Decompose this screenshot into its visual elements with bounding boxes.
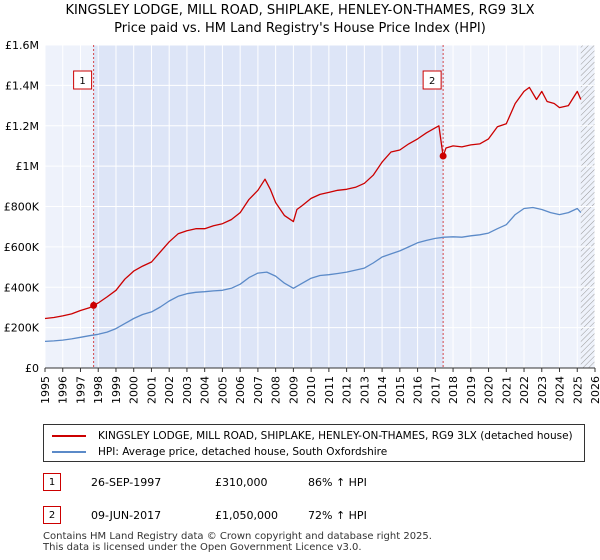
x-tick-label: 1996 [57,376,70,404]
x-tick-label: 1997 [74,376,87,404]
x-tick-label: 2009 [287,376,300,404]
x-tick-label: 2006 [234,376,247,404]
y-tick-label: £0 [25,362,39,375]
x-tick-label: 2002 [163,376,176,404]
legend-item-property: KINGSLEY LODGE, MILL ROAD, SHIPLAKE, HEN… [52,429,573,443]
x-tick-label: 2007 [252,376,265,404]
x-tick-label: 2020 [483,376,496,404]
y-tick-label: £1.6M [5,39,39,52]
y-tick-label: £1.4M [5,79,39,92]
sale-row-1: 1 26-SEP-1997 £310,000 86% ↑ HPI [43,472,583,492]
x-tick-label: 2019 [465,376,478,404]
y-tick-label: £1M [16,160,40,173]
legend-label-hpi: HPI: Average price, detached house, Sout… [98,446,388,458]
y-tick-label: £800K [4,201,40,214]
legend-swatch-hpi [52,451,86,453]
y-tick-label: £200K [4,322,40,335]
sale-badge: 1 [43,473,61,491]
x-tick-label: 2023 [536,376,549,404]
footer: Contains HM Land Registry data © Crown c… [43,531,432,553]
chart-title: KINGSLEY LODGE, MILL ROAD, SHIPLAKE, HEN… [65,3,535,18]
x-tick-label: 1999 [110,376,123,404]
sale-badge: 2 [43,506,61,524]
sale-label-box [73,70,93,90]
x-tick-label: 2015 [394,376,407,404]
x-tick-label: 2012 [341,376,354,404]
legend-label-property: KINGSLEY LODGE, MILL ROAD, SHIPLAKE, HEN… [98,430,573,442]
x-tick-label: 2010 [305,376,318,404]
sale-label-text: 2 [429,76,435,87]
x-tick-label: 2000 [128,376,141,404]
chart-subtitle: Price paid vs. HM Land Registry's House … [114,21,486,36]
x-tick-label: 2026 [589,376,600,404]
sale-hpi: 86% ↑ HPI [308,475,367,489]
x-tick-label: 2005 [216,376,229,404]
x-tick-label: 2025 [571,376,584,404]
y-tick-label: £600K [4,241,40,254]
x-tick-label: 1995 [39,376,52,404]
series-line-property [44,86,582,320]
sale-label-box [422,70,442,90]
x-tick-label: 2013 [358,376,371,404]
x-tick-label: 2018 [447,376,460,404]
legend: KINGSLEY LODGE, MILL ROAD, SHIPLAKE, HEN… [43,424,585,462]
x-tick-label: 2004 [199,376,212,404]
sale-hpi: 72% ↑ HPI [308,508,367,522]
x-tick-label: 2016 [412,376,425,404]
x-tick-label: 2008 [270,376,283,404]
sale-point [439,152,447,160]
footer-line-2: This data is licensed under the Open Gov… [43,542,362,553]
footer-line-1: Contains HM Land Registry data © Crown c… [43,531,432,542]
legend-item-hpi: HPI: Average price, detached house, Sout… [52,445,387,459]
sale-price: £310,000 [215,475,268,489]
legend-swatch-property [52,435,86,437]
sale-label-text: 1 [79,76,85,87]
y-tick-label: £1.2M [5,120,39,133]
x-tick-label: 2022 [518,376,531,404]
x-tick-label: 2011 [323,376,336,404]
x-tick-label: 1998 [92,376,105,404]
x-tick-label: 2021 [500,376,513,404]
x-tick-label: 2024 [554,376,567,404]
sale-point [90,301,98,309]
x-tick-label: 2001 [145,376,158,404]
sale-row-2: 2 09-JUN-2017 £1,050,000 72% ↑ HPI [43,505,583,525]
x-tick-label: 2017 [429,376,442,404]
x-tick-label: 2003 [181,376,194,404]
chart: £0 £200K £400K £600K £800K £1M £1.2M £1.4M £1.6M… [4,39,600,404]
x-tick-label: 2014 [376,376,389,404]
y-tick-label: £400K [4,281,40,294]
sale-price: £1,050,000 [215,508,278,522]
sale-date: 26-SEP-1997 [91,475,162,489]
series-line-hpi [44,206,582,343]
sale-date: 09-JUN-2017 [91,508,162,522]
